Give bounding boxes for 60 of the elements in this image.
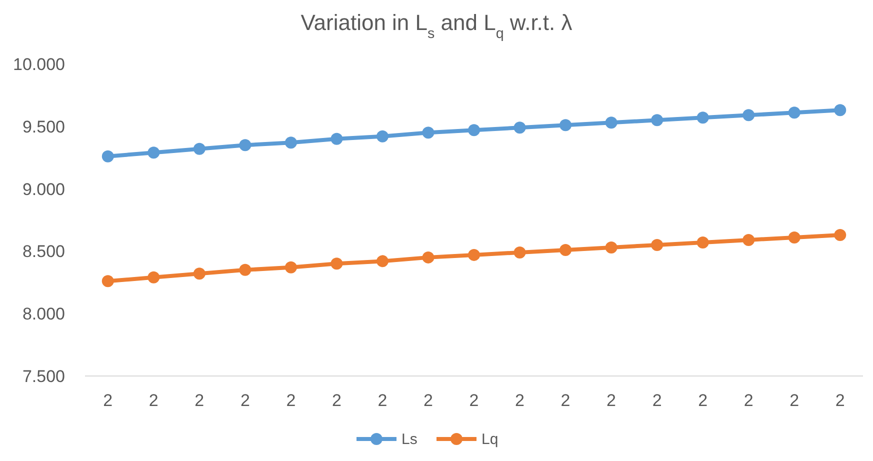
x-tick-label: 2 (652, 391, 662, 410)
point (284, 261, 297, 274)
point (102, 275, 114, 288)
x-tick-label: 2 (744, 391, 754, 410)
x-tick-label: 2 (103, 391, 113, 410)
point (651, 114, 664, 126)
point (834, 104, 846, 116)
chart-title: Variation in L$_{s}$ and L$_{q}$ w.r.t. λ (300, 10, 572, 42)
x-tick-label: 2 (515, 391, 524, 410)
x-tick-label: 2 (469, 391, 479, 410)
point (742, 109, 755, 122)
point (651, 238, 664, 251)
x-tick-label: 2 (606, 391, 616, 410)
point (742, 234, 755, 246)
point (239, 264, 252, 276)
y-tick-label: 9.500 (22, 117, 65, 136)
point (422, 126, 434, 139)
x-tick-label: 2 (560, 391, 570, 410)
x-tick-label: 2 (790, 391, 800, 410)
point (102, 150, 114, 162)
point (148, 271, 160, 284)
x-tick-label: 2 (835, 391, 845, 410)
point (239, 139, 252, 152)
point (193, 268, 206, 280)
point (514, 122, 526, 134)
legend-label: Ls (402, 431, 418, 448)
point (605, 241, 618, 254)
x-tick-label: 2 (194, 391, 204, 410)
point (560, 119, 572, 132)
point (376, 255, 388, 268)
point (696, 236, 709, 248)
x-tick-label: 2 (424, 391, 433, 410)
point (788, 106, 800, 119)
x-tick-label: 2 (332, 391, 342, 410)
point (696, 112, 709, 124)
y-tick-label: 8.000 (22, 304, 65, 324)
point (605, 116, 618, 129)
point (148, 146, 160, 159)
point (788, 231, 800, 244)
point (330, 132, 343, 145)
point (284, 136, 297, 149)
point (468, 248, 480, 261)
point (376, 130, 388, 142)
point (193, 142, 206, 155)
legend-label: Lq (482, 431, 498, 448)
y-tick-label: 7.500 (22, 367, 65, 386)
point (834, 228, 846, 241)
point (422, 251, 434, 264)
y-tick-label: 10.000 (13, 55, 65, 74)
y-tick-label: 8.500 (22, 242, 65, 262)
x-tick-label: 2 (240, 391, 250, 410)
point (468, 124, 480, 136)
x-tick-label: 2 (286, 391, 296, 410)
point (560, 244, 572, 256)
point (514, 246, 526, 258)
y-tick-label: 9.000 (22, 180, 65, 199)
point (330, 258, 343, 270)
x-tick-label: 2 (378, 391, 388, 410)
x-tick-label: 2 (148, 391, 158, 410)
x-tick-label: 2 (698, 391, 708, 410)
